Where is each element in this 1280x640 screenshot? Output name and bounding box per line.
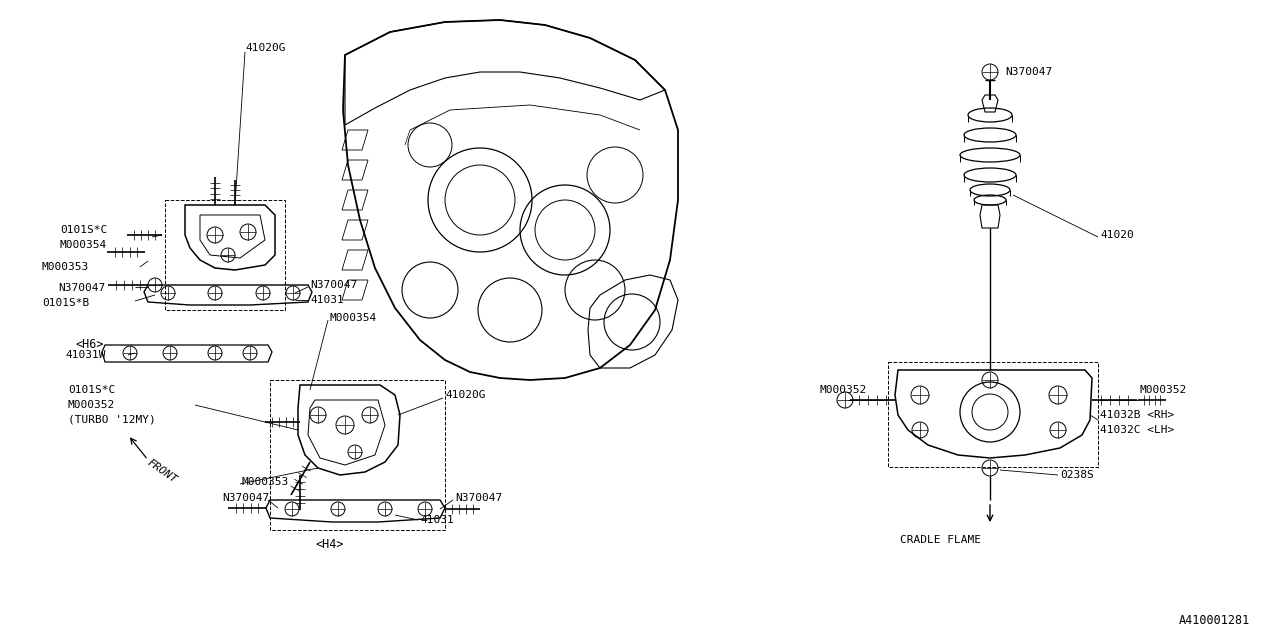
Text: 41032B <RH>: 41032B <RH> <box>1100 410 1174 420</box>
Text: <H6>: <H6> <box>76 339 104 351</box>
Text: N370047: N370047 <box>454 493 502 503</box>
Text: 41032C <LH>: 41032C <LH> <box>1100 425 1174 435</box>
Text: A410001281: A410001281 <box>1179 614 1251 627</box>
Text: M000353: M000353 <box>42 262 90 272</box>
Text: N370047: N370047 <box>310 280 357 290</box>
Text: M000354: M000354 <box>60 240 108 250</box>
Text: M000354: M000354 <box>330 313 378 323</box>
Text: 0101S*C: 0101S*C <box>68 385 115 395</box>
Text: CRADLE FLAME: CRADLE FLAME <box>900 535 980 545</box>
Text: M000352: M000352 <box>68 400 115 410</box>
Text: 41031: 41031 <box>420 515 453 525</box>
Text: FRONT: FRONT <box>145 458 178 486</box>
Bar <box>165 200 285 310</box>
Text: 41020: 41020 <box>1100 230 1134 240</box>
Text: 41031W: 41031W <box>65 350 105 360</box>
Text: N370047: N370047 <box>1005 67 1052 77</box>
Text: <H4>: <H4> <box>315 538 343 552</box>
Bar <box>270 380 445 530</box>
Text: M000352: M000352 <box>1140 385 1188 395</box>
Text: 0101S*B: 0101S*B <box>42 298 90 308</box>
Text: (TURBO '12MY): (TURBO '12MY) <box>68 415 156 425</box>
Text: 0238S: 0238S <box>1060 470 1093 480</box>
Bar <box>888 362 1098 467</box>
Text: 0101S*C: 0101S*C <box>60 225 108 235</box>
Text: M000352: M000352 <box>820 385 868 395</box>
Text: N370047: N370047 <box>221 493 269 503</box>
Text: N370047: N370047 <box>58 283 105 293</box>
Text: M000353: M000353 <box>242 477 289 487</box>
Text: 41031: 41031 <box>310 295 344 305</box>
Text: 41020G: 41020G <box>445 390 485 400</box>
Text: 41020G: 41020G <box>244 43 285 53</box>
